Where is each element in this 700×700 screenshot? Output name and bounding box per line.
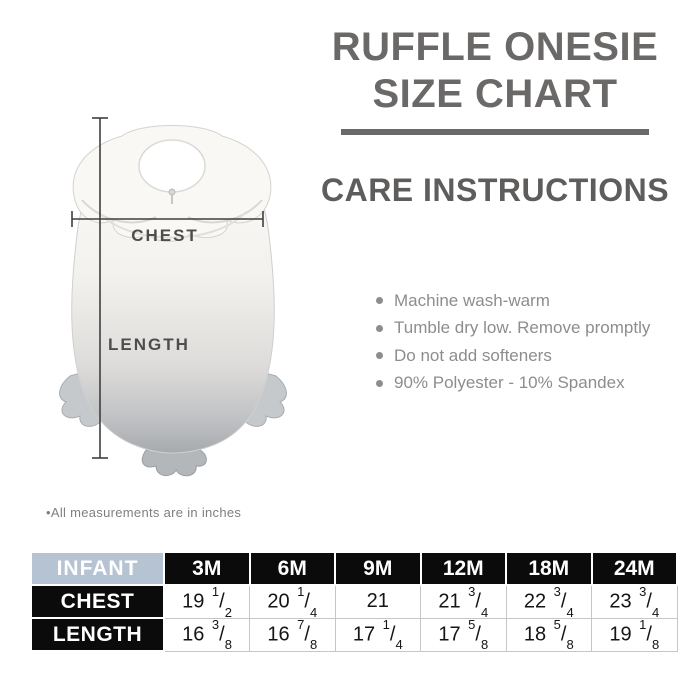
chest-value-18m: 22 3/4 — [505, 584, 592, 620]
care-instructions-heading: CARE INSTRUCTIONS — [320, 172, 670, 208]
table-header-24m: 24M — [590, 551, 678, 586]
length-value-3m: 16 3/8 — [163, 617, 250, 652]
care-item: Machine wash-warm — [376, 287, 650, 315]
chest-row: CHEST 19 1/2 20 1/4 21 21 3/4 22 3/4 23 … — [30, 584, 678, 620]
title-line-1: RUFFLE ONESIE — [331, 25, 659, 69]
care-item-text: 90% Polyester - 10% Spandex — [394, 373, 625, 393]
length-value-24m: 19 1/8 — [591, 617, 678, 652]
length-value-6m: 16 7/8 — [249, 617, 336, 652]
measurements-note: •All measurements are in inches — [46, 505, 242, 520]
chest-value-12m: 21 3/4 — [420, 584, 507, 620]
crotch-ruffle — [141, 449, 207, 477]
chest-value-9m: 21 — [334, 584, 421, 619]
title-line-2: SIZE CHART — [372, 72, 618, 116]
bullet-icon — [376, 297, 383, 305]
chest-value-3m: 19 1/2 — [163, 584, 250, 620]
table-header-infant: INFANT — [30, 551, 165, 586]
care-item: Tumble dry low. Remove promptly — [376, 315, 650, 343]
care-item: 90% Polyester - 10% Spandex — [376, 370, 650, 398]
chest-value-24m: 23 3/4 — [591, 584, 678, 620]
bullet-icon — [376, 379, 383, 387]
bullet-icon — [376, 324, 383, 332]
row-label-length: LENGTH — [30, 617, 165, 652]
care-item-text: Machine wash-warm — [394, 290, 550, 310]
page-title: RUFFLE ONESIE SIZE CHART — [298, 24, 692, 135]
chest-label: CHEST — [131, 226, 199, 245]
chest-value-6m: 20 1/4 — [249, 584, 336, 620]
table-header-9m: 9M — [334, 551, 422, 586]
table-header-3m: 3M — [163, 551, 251, 586]
size-table: INFANT 3M 6M 9M 12M 18M 24M CHEST 19 1/2… — [30, 551, 678, 652]
length-value-9m: 17 1/4 — [334, 617, 421, 652]
bullet-icon — [376, 352, 383, 360]
table-header-12m: 12M — [419, 551, 507, 586]
length-row: LENGTH 16 3/8 16 7/8 17 1/4 17 5/8 18 5/… — [30, 617, 678, 652]
table-header-18m: 18M — [505, 551, 593, 586]
table-header-6m: 6M — [248, 551, 336, 586]
care-instructions-list: Machine wash-warm Tumble dry low. Remove… — [376, 287, 650, 397]
onesie-illustration: CHEST LENGTH — [59, 117, 287, 477]
care-item-text: Tumble dry low. Remove promptly — [394, 318, 651, 338]
length-measure-line — [92, 117, 108, 459]
back-button — [168, 188, 176, 196]
length-value-18m: 18 5/8 — [505, 617, 592, 652]
care-item: Do not add softeners — [376, 342, 650, 370]
care-item-text: Do not add softeners — [394, 345, 552, 365]
length-label: LENGTH — [108, 335, 190, 354]
collar-lower-edge — [97, 211, 247, 239]
row-label-chest: CHEST — [30, 584, 165, 619]
neck-opening — [138, 139, 206, 193]
length-value-12m: 17 5/8 — [420, 617, 507, 652]
title-underline — [341, 129, 649, 135]
size-table-header-row: INFANT 3M 6M 9M 12M 18M 24M — [30, 551, 678, 586]
chest-measure-line — [71, 211, 264, 227]
